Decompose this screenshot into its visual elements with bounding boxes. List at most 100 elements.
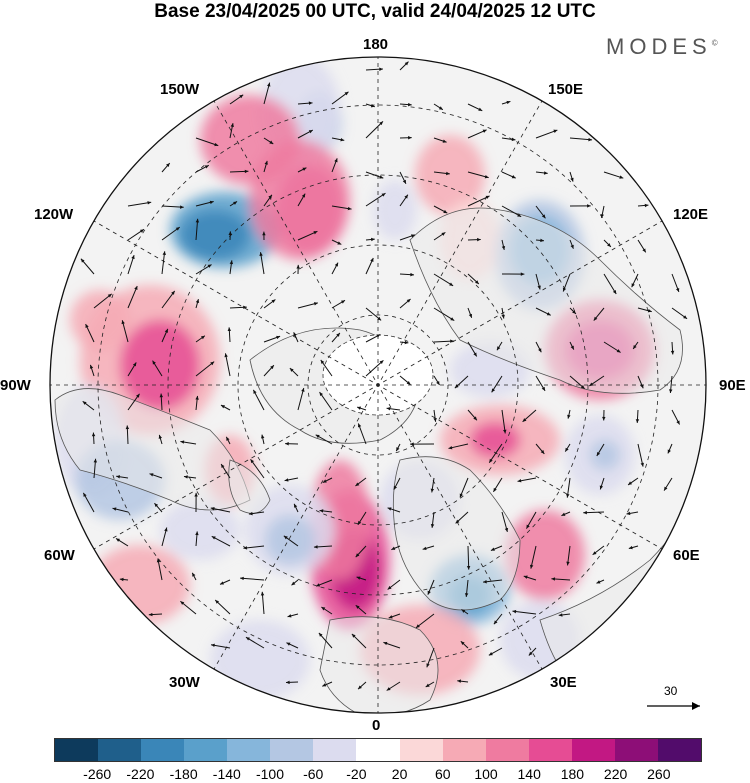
wind-arrow-head bbox=[460, 641, 465, 646]
wind-arrow-head bbox=[152, 360, 156, 365]
wind-arrow-shaft bbox=[263, 82, 271, 105]
wind-arrow-head bbox=[438, 106, 443, 110]
reference-vector bbox=[647, 702, 700, 710]
wind-arrow-head bbox=[356, 576, 361, 580]
colorbar-tick-label: -60 bbox=[303, 766, 324, 782]
wind-arrow-head bbox=[269, 140, 274, 144]
wind-arrow-head bbox=[461, 609, 466, 613]
wind-arrow-head bbox=[318, 632, 323, 637]
wind-arrow-head bbox=[268, 194, 272, 199]
wind-arrow-head bbox=[473, 352, 477, 357]
wind-arrow-head bbox=[523, 575, 528, 579]
wind-arrow-head bbox=[313, 302, 318, 306]
wind-arrow-shaft bbox=[365, 359, 384, 377]
wind-arrow-head bbox=[635, 419, 640, 423]
wind-arrow-head bbox=[558, 613, 563, 617]
wind-arrow-head bbox=[404, 194, 408, 199]
colorbar-swatch bbox=[485, 739, 529, 761]
wind-arrow-head bbox=[245, 637, 250, 641]
anomaly-blob bbox=[90, 545, 190, 625]
wind-arrow-head bbox=[466, 565, 471, 570]
wind-arrow-head bbox=[83, 492, 87, 497]
wind-arrow-head bbox=[284, 478, 289, 482]
wind-arrow-head bbox=[570, 177, 574, 182]
wind-arrow-head bbox=[491, 388, 496, 393]
wind-arrow-head bbox=[211, 643, 215, 648]
wind-arrow-head bbox=[158, 434, 163, 439]
wind-arrow-shaft bbox=[260, 252, 265, 275]
wind-arrow-head bbox=[351, 633, 356, 638]
lon-label-180: 180 bbox=[363, 36, 389, 53]
wind-arrow-head bbox=[512, 609, 517, 614]
wind-arrow-head bbox=[239, 94, 244, 99]
wind-arrow-head bbox=[293, 332, 297, 337]
wind-arrow-head bbox=[294, 503, 298, 508]
wind-arrow-head bbox=[408, 136, 412, 140]
wind-arrow-head bbox=[289, 368, 294, 372]
wind-arrow-head bbox=[541, 386, 546, 391]
lon-label-30e: 30E bbox=[550, 674, 577, 691]
coastline bbox=[319, 616, 439, 713]
wind-arrow-shaft bbox=[161, 251, 166, 275]
wind-arrow-head bbox=[669, 389, 673, 393]
wind-arrow-head bbox=[386, 406, 391, 411]
wind-arrow-head bbox=[482, 129, 487, 133]
wind-arrow-head bbox=[370, 257, 374, 262]
wind-arrow-head bbox=[262, 231, 266, 236]
wind-arrow-head bbox=[204, 165, 209, 169]
wind-arrow-head bbox=[562, 287, 567, 292]
wind-arrow-head bbox=[670, 350, 675, 355]
wind-arrow-head bbox=[553, 129, 558, 133]
wind-arrow-head bbox=[211, 536, 216, 540]
wind-arrow-head bbox=[596, 580, 601, 584]
wind-arrow-head bbox=[383, 641, 388, 646]
wind-arrow-head bbox=[195, 531, 199, 536]
wind-arrow-head bbox=[347, 206, 352, 211]
wind-arrow-head bbox=[483, 580, 487, 584]
wind-arrow-head bbox=[388, 615, 393, 619]
wind-arrow-head bbox=[640, 384, 644, 389]
wind-arrow-head bbox=[183, 475, 188, 479]
wind-arrow-head bbox=[455, 519, 460, 524]
colorbar-swatch bbox=[227, 739, 271, 761]
wind-arrow-head bbox=[322, 479, 327, 483]
lon-label-150e: 150E bbox=[548, 81, 584, 98]
wind-arrow-shaft bbox=[161, 226, 181, 241]
wind-arrow-head bbox=[377, 316, 382, 321]
wind-arrow-head bbox=[355, 482, 360, 487]
wind-arrow-head bbox=[301, 193, 306, 198]
reference-vector-label: 30 bbox=[664, 684, 678, 698]
wind-arrow-head bbox=[267, 82, 271, 87]
wind-arrow-head bbox=[517, 213, 522, 217]
wind-arrow-head bbox=[264, 160, 268, 165]
wind-arrow-head bbox=[490, 547, 495, 551]
wind-arrow-head bbox=[664, 486, 668, 491]
wind-arrow-shaft bbox=[224, 353, 231, 377]
reference-arrow-head bbox=[692, 702, 700, 710]
wind-arrow-head bbox=[449, 282, 454, 286]
wind-arrow-head bbox=[220, 405, 225, 409]
wind-arrow-head bbox=[132, 362, 137, 367]
wind-arrow-shaft bbox=[415, 613, 435, 629]
wind-arrow-head bbox=[119, 577, 124, 582]
wind-arrow-head bbox=[448, 445, 453, 450]
wind-arrow-head bbox=[313, 231, 318, 235]
colorbar-tick-label: 100 bbox=[474, 766, 498, 782]
wind-arrow-head bbox=[626, 511, 631, 516]
wind-arrow-head bbox=[210, 361, 215, 366]
wind-arrow-head bbox=[121, 320, 125, 325]
brand-text: MODES bbox=[606, 34, 712, 59]
wind-arrow-shaft bbox=[297, 387, 305, 411]
wind-arrow-head bbox=[589, 382, 594, 386]
wind-arrow-head bbox=[391, 546, 396, 550]
wind-arrow-shaft bbox=[357, 423, 367, 445]
wind-arrow-head bbox=[271, 299, 276, 304]
wind-arrow-head bbox=[82, 401, 87, 405]
wind-vectors bbox=[80, 61, 688, 691]
wind-arrow-head bbox=[229, 260, 234, 265]
wind-arrow-head bbox=[454, 384, 459, 389]
wind-arrow-head bbox=[538, 348, 542, 353]
wind-arrow-head bbox=[376, 334, 381, 338]
wind-arrow-head bbox=[446, 171, 450, 176]
wind-arrow-head bbox=[215, 600, 220, 604]
